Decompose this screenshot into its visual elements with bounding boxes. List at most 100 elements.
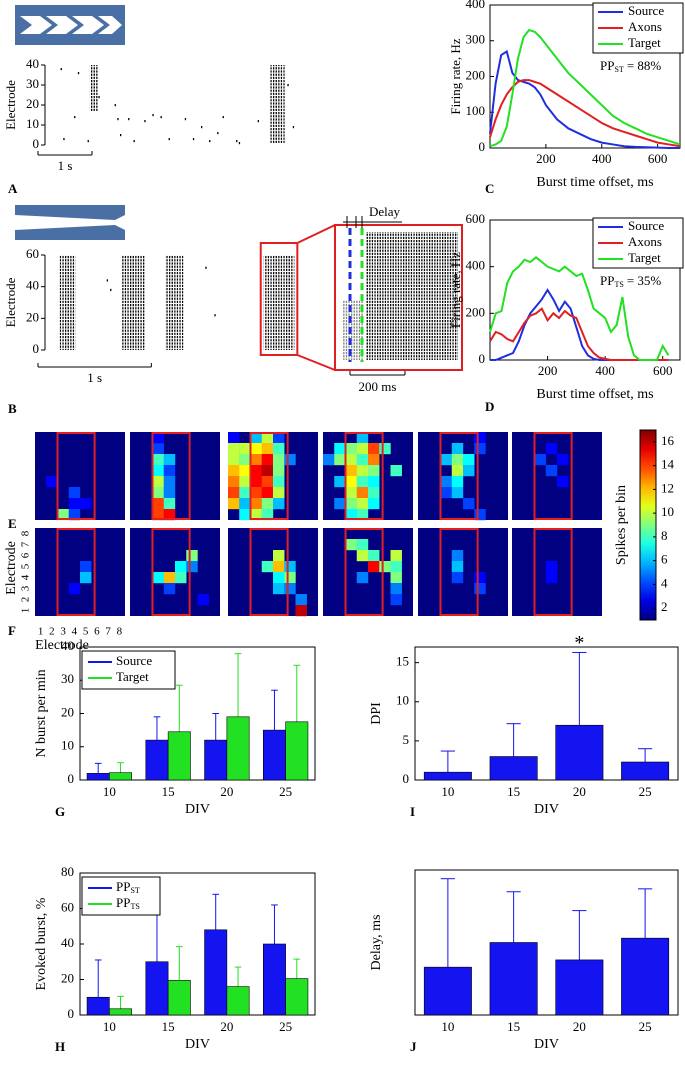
heatmap-cell: [261, 509, 274, 521]
heatmap-cell: [273, 476, 285, 488]
annotation-text: PP: [600, 273, 614, 288]
heatmap-cell: [356, 476, 369, 488]
x-tick-label: 10: [103, 784, 116, 799]
series-line: [489, 28, 681, 148]
spike: [110, 288, 112, 292]
heatmap-cell: [463, 454, 475, 466]
heatmap-cell: [284, 561, 296, 573]
roi-box: [439, 528, 479, 616]
plot-frame: [489, 219, 681, 361]
y-tick-label: 0: [479, 351, 486, 366]
x-axis-label: Burst time offset, ms: [536, 175, 653, 190]
y-tick-label: 400: [466, 258, 486, 273]
heatmap-cell: [273, 443, 285, 455]
y-tick-label: 80: [61, 864, 74, 879]
legend-label: Target: [628, 35, 661, 50]
heatmap-cell: [186, 561, 198, 573]
y-axis-label: Evoked burst, %: [34, 897, 49, 990]
heatmap-cell: [451, 550, 464, 562]
y-tick-label: 40: [26, 56, 39, 71]
spike: [106, 279, 109, 282]
heatmap-cell: [356, 498, 369, 510]
heatmap-cell: [228, 487, 240, 499]
y-axis-label: Delay, ms: [369, 915, 384, 971]
heatmap-cell: [250, 487, 262, 499]
heatmap-cell: [261, 443, 274, 455]
plot-frame: [414, 646, 679, 781]
heatmap-cell: [68, 509, 81, 521]
y-tick-label: 7: [20, 541, 32, 547]
heatmap-cell: [163, 583, 176, 595]
heatmap-cell: [334, 476, 346, 488]
heatmap-cell: [474, 443, 486, 455]
x-axis-label: DIV: [185, 1037, 210, 1052]
x-tick-label: 600: [648, 151, 668, 166]
bar: [262, 729, 286, 781]
legend-box: [81, 876, 161, 916]
bar: [109, 1008, 133, 1016]
y-tick-label: 10: [26, 116, 39, 131]
y-tick-label: 100: [466, 103, 486, 118]
x-axis-label: DIV: [185, 802, 210, 817]
spike: [60, 68, 62, 71]
colorbar: [639, 429, 657, 621]
bar: [204, 929, 228, 1016]
heatmap-cell: [163, 509, 176, 521]
bar: [145, 739, 169, 781]
heatmap-cell: [356, 454, 369, 466]
colorbar-tick-label: 12: [661, 480, 674, 495]
x-tick-label: 10: [441, 784, 454, 799]
heatmap-cell: [356, 539, 369, 551]
legend-label: PPTS: [116, 895, 140, 911]
inset-scale-label: 200 ms: [359, 379, 397, 394]
x-tick-label: 20: [220, 1019, 233, 1034]
y-axis-label: Electrode: [3, 80, 18, 130]
spike: [128, 118, 130, 121]
heatmap-cell: [152, 443, 164, 455]
scale-bar-label: 1 s: [58, 158, 73, 173]
heatmap-cell: [80, 572, 92, 584]
annotation-text: PP: [600, 58, 614, 73]
colorbar-tick-label: 6: [661, 552, 668, 567]
y-tick-label: 0: [33, 136, 40, 151]
y-tick-label: 30: [61, 671, 74, 686]
heatmap-cell: [356, 572, 369, 584]
panel-letter: H: [55, 1039, 65, 1054]
legend-box: [81, 650, 176, 690]
y-tick-label: 0: [68, 771, 75, 786]
roi-box: [439, 432, 479, 520]
heatmap-cell: [368, 454, 380, 466]
heatmap-cell: [440, 454, 452, 466]
spike: [209, 140, 211, 143]
burst: [89, 65, 98, 111]
heatmap-cell: [440, 476, 452, 488]
y-tick-label: 600: [466, 211, 486, 226]
heatmap-cell: [273, 432, 285, 444]
x-tick-label: 25: [639, 784, 652, 799]
heatmap-cell: [345, 465, 357, 477]
heatmap-cell: [261, 476, 274, 488]
heatmap-cell: [368, 487, 380, 499]
bar: [226, 986, 250, 1016]
x-tick-label: 15: [507, 1019, 520, 1034]
heatmap-cell: [368, 476, 380, 488]
heatmap-cell: [345, 498, 357, 510]
x-axis-label: Electrode: [35, 638, 89, 653]
inset-spikes: [366, 232, 458, 360]
heatmap-cell: [68, 498, 81, 510]
heatmap-cell: [345, 443, 357, 455]
roi-box: [533, 528, 573, 616]
bar: [285, 721, 309, 781]
x-tick-label: 25: [639, 1019, 652, 1034]
spike: [238, 142, 241, 145]
legend-name: PP: [116, 879, 130, 894]
spike: [114, 104, 116, 107]
heatmap-cell: [474, 583, 486, 595]
x-tick-label: 400: [592, 151, 612, 166]
y-tick-label: 0: [68, 1006, 75, 1021]
y-tick-label: 30: [26, 76, 39, 91]
heatmap-cell: [345, 454, 357, 466]
burst: [165, 255, 184, 350]
y-tick-label: 5: [403, 732, 410, 747]
